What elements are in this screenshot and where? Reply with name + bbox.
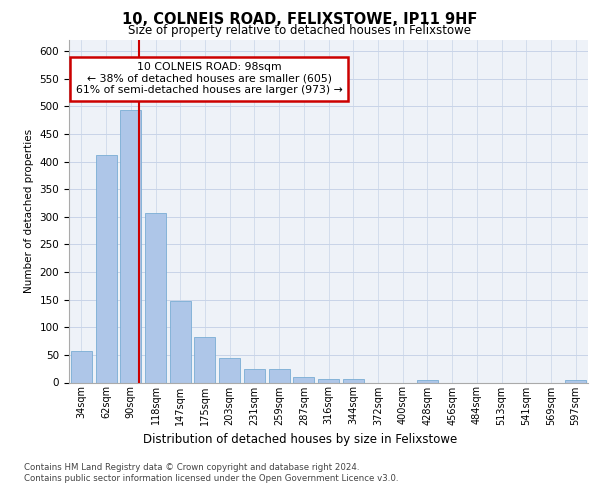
Text: Contains HM Land Registry data © Crown copyright and database right 2024.: Contains HM Land Registry data © Crown c… [24,462,359,471]
Text: Contains public sector information licensed under the Open Government Licence v3: Contains public sector information licen… [24,474,398,483]
Bar [120,110,141,382]
Bar [219,358,240,382]
Y-axis label: Number of detached properties: Number of detached properties [24,129,34,294]
Bar [269,369,290,382]
Bar [318,379,339,382]
Bar [71,351,92,382]
Bar [170,300,191,382]
Bar [417,380,438,382]
Bar [565,380,586,382]
Bar [95,156,116,382]
Bar [293,377,314,382]
Text: 10 COLNEIS ROAD: 98sqm
← 38% of detached houses are smaller (605)
61% of semi-de: 10 COLNEIS ROAD: 98sqm ← 38% of detached… [76,62,343,96]
Text: Distribution of detached houses by size in Felixstowe: Distribution of detached houses by size … [143,432,457,446]
Bar [244,369,265,382]
Text: Size of property relative to detached houses in Felixstowe: Size of property relative to detached ho… [128,24,472,37]
Bar [145,214,166,382]
Bar [343,379,364,382]
Text: 10, COLNEIS ROAD, FELIXSTOWE, IP11 9HF: 10, COLNEIS ROAD, FELIXSTOWE, IP11 9HF [122,12,478,28]
Bar [194,337,215,382]
